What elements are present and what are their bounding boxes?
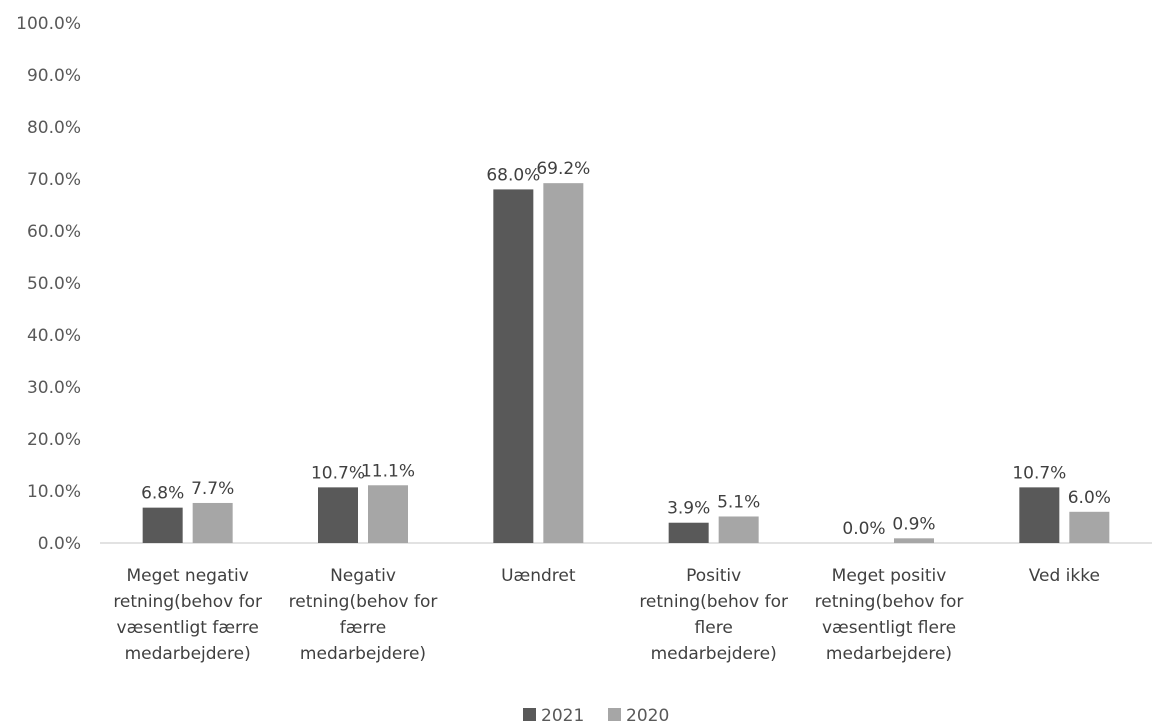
category-label-1: medarbejdere) (300, 644, 426, 664)
data-label-2021-1: 10.7% (311, 463, 365, 483)
bar-2020-5 (1069, 511, 1110, 543)
bar-2021-0 (142, 507, 183, 543)
data-label-2021-5: 10.7% (1012, 463, 1066, 483)
y-tick-label: 40.0% (27, 326, 81, 346)
legend-swatch-2020 (608, 708, 621, 721)
y-tick-label: 70.0% (27, 170, 81, 190)
category-label-1: retning(behov for (289, 592, 438, 612)
legend-label-2020: 2020 (626, 706, 669, 726)
category-label-4: retning(behov for (815, 592, 964, 612)
category-label-4: Meget positiv (832, 566, 947, 586)
bars (142, 183, 1110, 543)
data-label-2020-1: 11.1% (361, 461, 415, 481)
y-tick-label: 80.0% (27, 118, 81, 138)
y-axis-ticks: 0.0% 10.0% 20.0% 30.0% 40.0% 50.0% 60.0% 70.0% 8… (16, 14, 81, 554)
data-label-2021-3: 3.9% (667, 499, 710, 519)
data-label-2020-0: 7.7% (191, 479, 234, 499)
category-label-1: færre (340, 618, 386, 638)
y-tick-label: 100.0% (16, 14, 81, 34)
y-tick-label: 30.0% (27, 378, 81, 398)
data-label-2021-2: 68.0% (486, 165, 540, 185)
category-label-3: medarbejdere) (651, 644, 777, 664)
y-tick-label: 90.0% (27, 66, 81, 86)
category-label-5: Ved ikke (1029, 566, 1100, 586)
category-labels: Meget negativ retning(behov for væsentligt… (113, 566, 1100, 664)
category-label-2: Uændret (501, 566, 576, 586)
bar-2021-2 (493, 189, 534, 543)
category-label-3: Positiv (686, 566, 741, 586)
bar-2021-1 (318, 487, 358, 543)
y-tick-label: 50.0% (27, 274, 81, 294)
y-tick-label: 20.0% (27, 430, 81, 450)
bar-2020-3 (718, 516, 759, 543)
data-label-2020-5: 6.0% (1068, 488, 1111, 508)
bar-2020-4 (894, 538, 934, 543)
category-label-3: retning(behov for (639, 592, 788, 612)
bar-2021-5 (1019, 487, 1060, 543)
y-tick-label: 60.0% (27, 222, 81, 242)
category-label-0: medarbejdere) (125, 644, 251, 664)
y-tick-label: 10.0% (27, 482, 81, 502)
data-labels: 6.8% 10.7% 68.0% 3.9% 0.0% 10.7% 7.7% 11.1% 69.2… (141, 159, 1111, 539)
data-label-2021-0: 6.8% (141, 484, 184, 504)
y-tick-label: 0.0% (38, 534, 81, 554)
data-label-2020-2: 69.2% (536, 159, 590, 179)
category-label-3: flere (695, 618, 733, 638)
bar-2020-2 (543, 183, 584, 543)
data-label-2021-4: 0.0% (842, 519, 885, 539)
category-label-4: væsentligt flere (822, 618, 956, 638)
bar-2020-1 (368, 485, 408, 543)
category-label-1: Negativ (330, 566, 396, 586)
bar-2021-3 (668, 522, 709, 543)
category-label-0: retning(behov for (113, 592, 262, 612)
bar-2020-0 (192, 502, 233, 543)
legend: 2021 2020 (523, 706, 669, 726)
legend-swatch-2021 (523, 708, 536, 721)
category-label-0: væsentligt færre (117, 618, 259, 638)
data-label-2020-3: 5.1% (717, 492, 760, 512)
legend-label-2021: 2021 (541, 706, 584, 726)
category-label-4: medarbejdere) (826, 644, 952, 664)
data-label-2020-4: 0.9% (892, 514, 935, 534)
category-label-0: Meget negativ (126, 566, 248, 586)
